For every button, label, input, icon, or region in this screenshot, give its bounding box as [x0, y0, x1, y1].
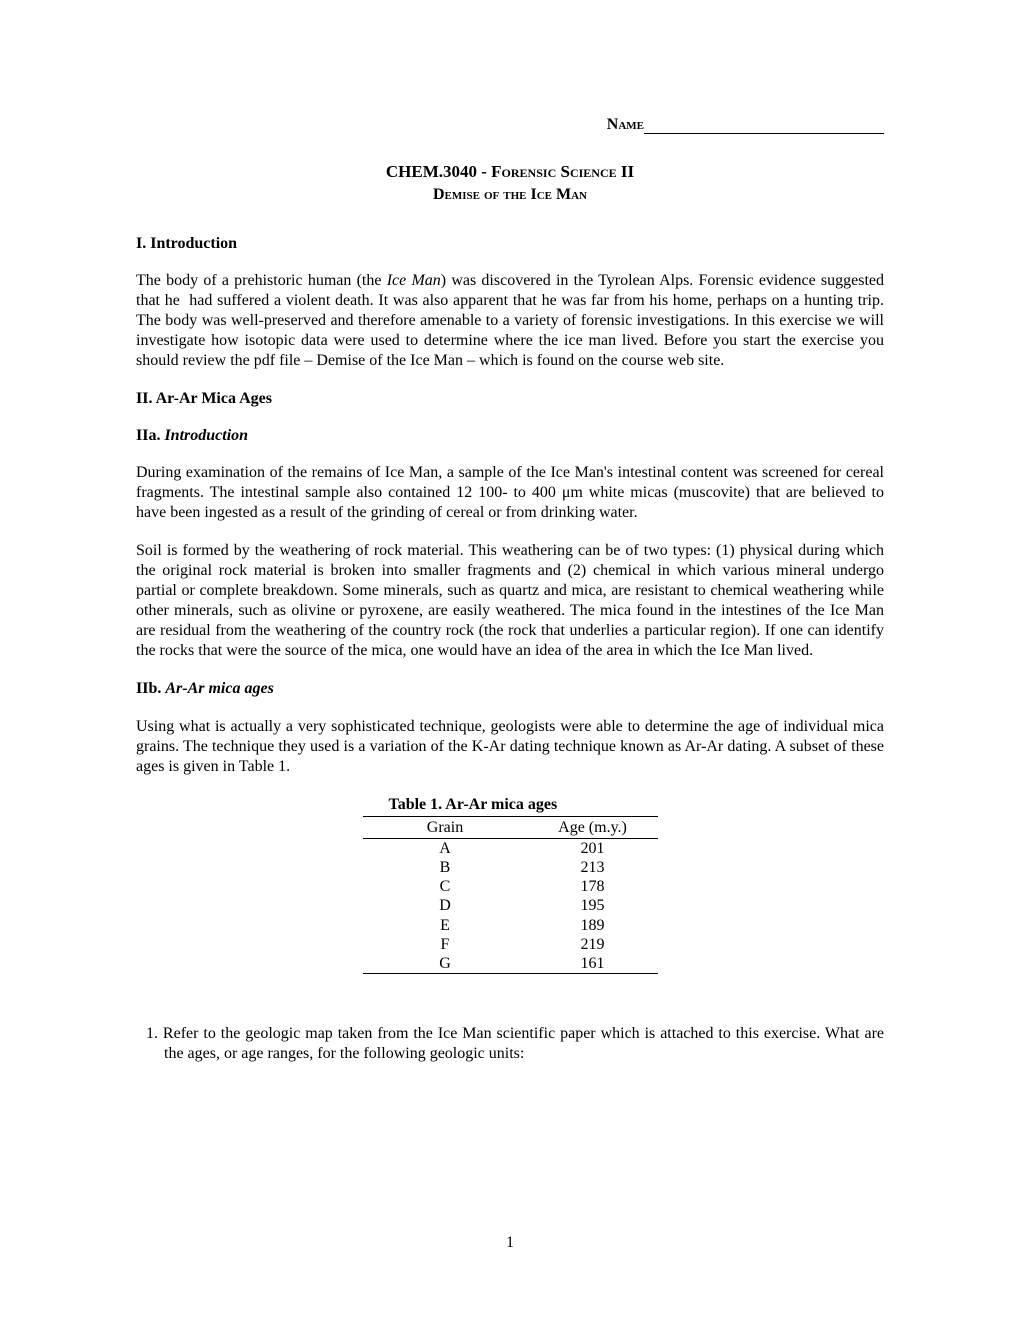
table-row: B 213 [363, 858, 658, 877]
table-cell-age: 189 [528, 916, 658, 935]
table-cell-grain: E [363, 916, 528, 935]
table-cell-age: 201 [528, 838, 658, 858]
table-cell-age: 219 [528, 935, 658, 954]
subsection-2a-heading: IIa. Introduction [136, 426, 884, 445]
intro-paragraph: The body of a prehistoric human (the Ice… [136, 271, 884, 371]
table-cell-grain: G [363, 954, 528, 974]
table-col-2-header: Age (m.y.) [528, 816, 658, 838]
table-1-title: Table 1. Ar-Ar mica ages [363, 795, 658, 817]
table-row: C 178 [363, 877, 658, 896]
table-1-wrapper: Table 1. Ar-Ar mica ages Grain Age (m.y.… [136, 795, 884, 975]
table-cell-grain: C [363, 877, 528, 896]
table-cell-age: 213 [528, 858, 658, 877]
table-cell-grain: A [363, 838, 528, 858]
subsection-2b-heading: IIb. Ar-Ar mica ages [136, 679, 884, 698]
question-1: 1. Refer to the geologic map taken from … [136, 1024, 884, 1064]
table-row: E 189 [363, 916, 658, 935]
table-row: F 219 [363, 935, 658, 954]
table-cell-age: 161 [528, 954, 658, 974]
table-row: D 195 [363, 896, 658, 915]
table-row: G 161 [363, 954, 658, 974]
para-2a-1: During examination of the remains of Ice… [136, 463, 884, 523]
table-cell-grain: B [363, 858, 528, 877]
table-row: A 201 [363, 838, 658, 858]
para-2b: Using what is actually a very sophistica… [136, 717, 884, 777]
section-2-heading: II. Ar-Ar Mica Ages [136, 389, 884, 408]
subtitle: Demise of the Ice Man [136, 185, 884, 204]
page-number: 1 [0, 1233, 1020, 1252]
course-title: CHEM.3040 - Forensic Science II [136, 162, 884, 182]
subsection-2a-label: IIa. [136, 427, 164, 444]
table-cell-grain: F [363, 935, 528, 954]
name-label: Name [607, 116, 644, 133]
subsection-2b-label: IIb. [136, 680, 165, 697]
table-1: Table 1. Ar-Ar mica ages Grain Age (m.y.… [363, 795, 658, 975]
para-2a-2: Soil is formed by the weathering of rock… [136, 541, 884, 661]
table-cell-age: 178 [528, 877, 658, 896]
table-cell-age: 195 [528, 896, 658, 915]
subsection-2b-title: Ar-Ar mica ages [165, 680, 273, 697]
table-cell-grain: D [363, 896, 528, 915]
name-field-line: Name [136, 115, 884, 134]
name-blank-line [644, 133, 884, 134]
subsection-2a-title: Introduction [164, 427, 248, 444]
table-col-1-header: Grain [363, 816, 528, 838]
section-1-heading: I. Introduction [136, 234, 884, 253]
